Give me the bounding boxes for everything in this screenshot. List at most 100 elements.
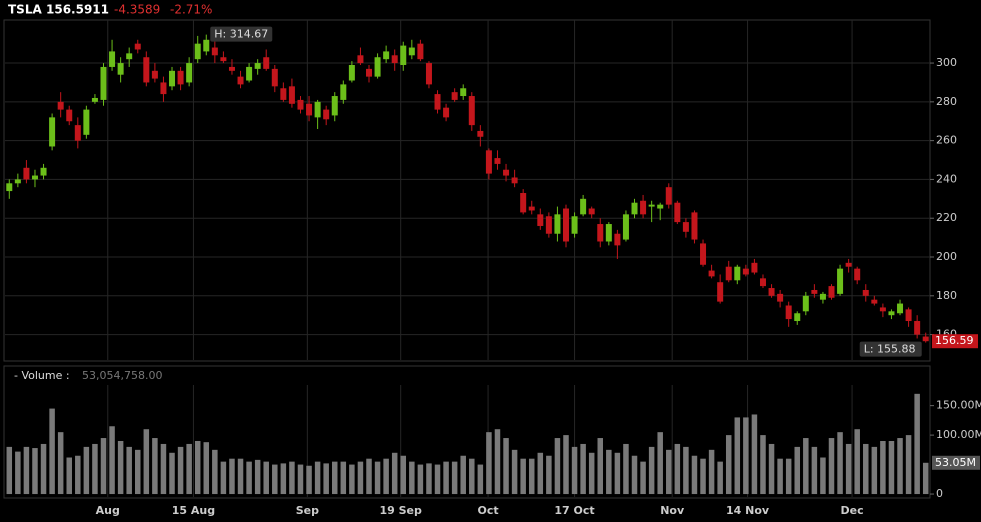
candle-body — [768, 288, 775, 296]
y-tick-label: 240 — [936, 172, 957, 185]
volume-bar — [588, 452, 595, 495]
candle-body — [383, 51, 390, 60]
volume-bar — [666, 449, 672, 495]
candle-body — [802, 295, 809, 312]
candle-body — [417, 43, 424, 60]
volume-bar — [820, 457, 826, 495]
candle-body — [91, 97, 98, 102]
candle-body — [31, 175, 38, 180]
candle-body — [391, 55, 398, 64]
volume-bar — [794, 446, 800, 495]
candle-body — [819, 293, 826, 300]
volume-bar — [469, 458, 475, 495]
volume-bar — [477, 464, 484, 495]
candle-body — [100, 66, 107, 100]
volume-bar — [426, 463, 432, 495]
candle-body — [845, 262, 852, 267]
volume-bar — [451, 461, 458, 495]
candle-body — [785, 305, 792, 320]
candle-body — [562, 208, 569, 242]
candle-body — [40, 167, 47, 176]
volume-bar — [32, 448, 38, 495]
volume-bar — [486, 432, 492, 495]
candle-body — [14, 179, 21, 184]
volume-bar — [777, 458, 783, 495]
x-tick-label: 15 Aug — [172, 504, 215, 517]
candle-body — [177, 70, 184, 85]
y-tick-label: 0 — [936, 487, 943, 500]
volume-bar — [434, 464, 441, 495]
volume-bar — [237, 458, 244, 495]
volume-bar — [169, 452, 175, 495]
volume-bar — [785, 458, 792, 495]
y-tick-label: 300 — [936, 56, 957, 69]
candle-body — [117, 63, 124, 75]
candle-body — [528, 206, 535, 211]
candle-body — [580, 198, 587, 215]
x-tick-label: Aug — [96, 504, 120, 517]
x-tick-label: 14 Nov — [726, 504, 770, 517]
candle-body — [622, 214, 629, 240]
volume-bar — [6, 446, 13, 495]
volume-bar — [143, 429, 150, 495]
volume-bar — [648, 446, 655, 495]
volume-bar — [357, 461, 364, 495]
volume-bar — [391, 452, 398, 495]
high-label: H: 314.67 — [214, 28, 268, 41]
volume-bar — [280, 463, 287, 495]
candle-body — [126, 53, 133, 60]
volume-bar — [708, 449, 715, 495]
y-tick-label: 260 — [936, 134, 957, 147]
candle-body — [485, 150, 492, 174]
volume-bar — [563, 435, 569, 495]
candle-body — [306, 103, 313, 116]
price-panel — [3, 19, 931, 362]
volume-bar — [494, 429, 501, 495]
candle-body — [151, 70, 158, 79]
volume-bar — [117, 441, 124, 495]
volume-bar — [760, 435, 766, 495]
candle-body — [186, 63, 193, 83]
candle-body — [862, 289, 869, 296]
volume-bar — [460, 455, 466, 495]
low-label-bg — [859, 341, 922, 357]
candle-body — [57, 101, 64, 110]
candle-body — [717, 282, 724, 302]
volume-bar — [246, 461, 252, 495]
volume-bar — [66, 457, 72, 495]
volume-bar — [220, 461, 227, 495]
y-tick-label: 180 — [936, 289, 957, 302]
candle-body — [331, 96, 338, 116]
volume-bar — [152, 438, 158, 495]
candle-body — [254, 63, 261, 69]
change: -4.3589 — [114, 3, 160, 17]
volume-bar — [272, 464, 278, 495]
candle-body — [631, 202, 638, 215]
volume-legend: - Volume : — [14, 369, 70, 382]
volume-bar — [751, 414, 758, 495]
candle-body — [434, 94, 441, 110]
candle-body — [588, 208, 595, 215]
volume-bar — [83, 446, 90, 495]
volume-bar — [546, 455, 552, 495]
volume-bar — [49, 408, 55, 495]
volume-bar — [863, 443, 869, 495]
candle-body — [288, 86, 295, 104]
candle-body — [854, 268, 861, 281]
candle-body — [520, 193, 527, 213]
volume-bar — [828, 438, 835, 495]
x-tick-label: 19 Sep — [379, 504, 422, 517]
volume-bar — [126, 446, 132, 495]
volume-bar — [503, 438, 509, 495]
candle-body — [725, 266, 732, 281]
candle-body — [879, 307, 886, 312]
candle-body — [571, 216, 578, 234]
y-tick-label: 200 — [936, 250, 957, 263]
change-pct: -2.71% — [170, 3, 212, 17]
volume-bar — [314, 461, 321, 495]
candle-body — [605, 224, 612, 242]
candle-body — [23, 167, 30, 180]
candle-body — [708, 270, 715, 277]
candle-body — [734, 266, 741, 281]
